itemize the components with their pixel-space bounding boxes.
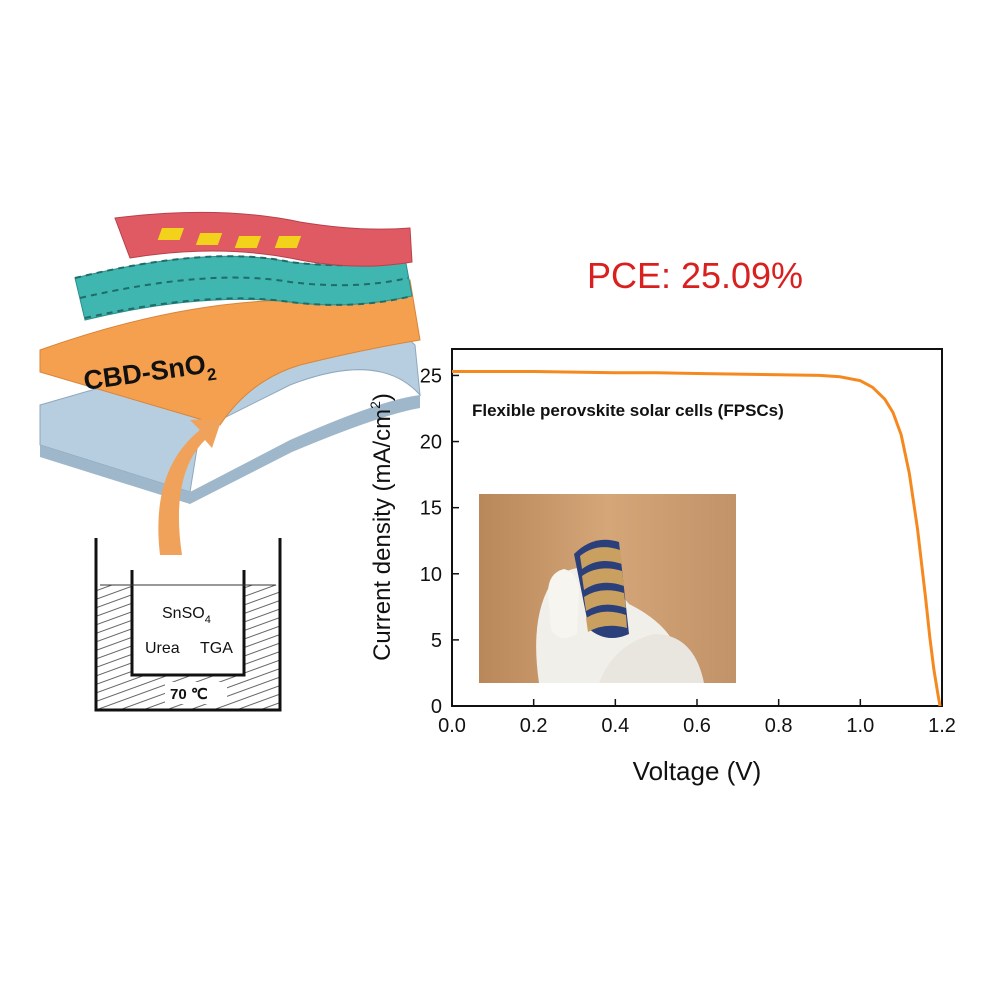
bath-temperature: 70 ℃ [170,686,208,703]
x-tick-label: 0.0 [438,715,466,737]
jv-curve-series [452,370,942,707]
x-axis-ticks: 0.0 0.2 0.4 0.6 0.8 1.0 1.2 [438,699,956,737]
bath-reagent-snso4: SnSO4 [162,605,211,626]
device-schematic: CBD-SnO2 SnSO4 Urea TGA 70 ℃ [39,211,421,712]
y-tick-label: 15 [420,498,442,520]
y-tick-label: 10 [420,564,442,586]
x-tick-label: 0.8 [765,715,793,737]
cbd-bath: SnSO4 Urea TGA 70 ℃ [94,538,282,712]
x-tick-label: 0.4 [601,715,629,737]
y-tick-label: 5 [431,630,442,652]
x-tick-label: 1.2 [928,715,956,737]
contact-pad [274,236,302,248]
y-tick-label: 0 [431,696,442,718]
electrode-layer [114,211,413,267]
y-tick-label: 25 [420,365,442,387]
y-axis-label: Current density (mA/cm2) [367,393,396,661]
chart-annotation: Flexible perovskite solar cells (FPSCs) [472,401,784,420]
contact-pad [195,233,223,245]
device-photo [479,494,736,683]
y-tick-label: 20 [420,432,442,454]
sno2-layer [39,279,421,426]
pce-label: PCE: 25.09% [586,255,804,296]
contact-pad [234,236,262,248]
y-axis-ticks: 0 5 10 15 20 25 [420,365,459,718]
deposition-arrow-icon [158,418,222,555]
bath-reagent-tga: TGA [200,640,233,657]
x-tick-label: 1.0 [846,715,874,737]
contact-pad [157,228,185,240]
perovskite-layer [74,255,413,321]
bath-reagent-urea: Urea [145,640,180,657]
x-tick-label: 0.2 [520,715,548,737]
flexible-cell-icon [574,539,629,638]
x-tick-label: 0.6 [683,715,711,737]
x-axis-label: Voltage (V) [633,756,762,786]
